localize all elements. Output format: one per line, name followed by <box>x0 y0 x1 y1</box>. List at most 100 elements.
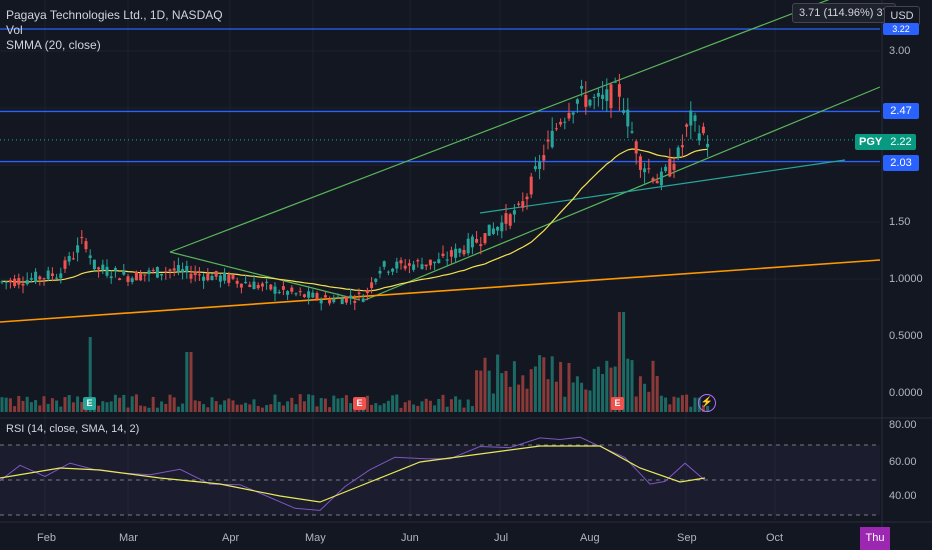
volume-bar <box>428 400 432 412</box>
level-tag-mid: 2.47 <box>883 103 919 119</box>
candle <box>17 273 21 289</box>
candle-body <box>575 99 579 104</box>
volume-bar <box>273 394 277 412</box>
candle-body <box>655 180 659 184</box>
candle <box>256 282 260 290</box>
volume-bar <box>248 404 252 412</box>
candle-body <box>357 292 361 294</box>
volume-bar <box>55 400 59 412</box>
candle-body <box>433 261 437 264</box>
earnings-marker[interactable]: E <box>83 397 96 410</box>
candle-body <box>437 259 441 264</box>
candle-body <box>533 166 537 170</box>
candle-body <box>185 265 189 272</box>
volume-bar <box>311 395 315 412</box>
volume-bar <box>38 405 42 412</box>
volume-tick: 0.5000 <box>889 330 923 342</box>
volume-bar <box>349 403 353 412</box>
candle <box>643 162 647 184</box>
candle <box>680 134 684 158</box>
volume-bar <box>668 404 672 412</box>
volume-bar <box>659 395 663 412</box>
earnings-marker[interactable]: E <box>611 397 624 410</box>
candle <box>260 281 264 292</box>
volume-bar <box>580 382 584 412</box>
candle <box>244 274 248 284</box>
volume-bar <box>630 360 634 412</box>
volume-bar <box>252 399 256 412</box>
candle <box>88 249 92 265</box>
candle-body <box>151 269 155 271</box>
volume-legend[interactable]: Vol <box>6 23 23 37</box>
volume-bar <box>210 397 214 412</box>
candle <box>563 117 567 130</box>
candle-body <box>353 300 357 303</box>
candle <box>496 226 500 236</box>
candle-body <box>97 267 101 270</box>
candle-body <box>340 298 344 305</box>
candle <box>378 266 382 279</box>
volume-bar <box>365 395 369 412</box>
candle-body <box>252 281 256 290</box>
volume-bar <box>8 398 12 412</box>
volume-bar <box>407 400 411 412</box>
volume-bar <box>386 400 390 412</box>
volume-bar <box>617 312 621 412</box>
candle <box>512 204 516 223</box>
candle <box>76 237 80 262</box>
volume-bar <box>395 394 399 412</box>
lightning-icon[interactable]: ⚡ <box>698 394 716 412</box>
candle <box>172 260 176 277</box>
candle <box>353 294 357 311</box>
candle <box>0 280 4 285</box>
volume-bar <box>424 398 428 412</box>
candle <box>239 283 243 294</box>
volume-bar <box>0 397 4 412</box>
volume-bar <box>244 402 248 412</box>
candle-body <box>88 255 92 259</box>
candle-body <box>256 284 260 289</box>
candle <box>223 268 227 284</box>
ticker-label: PGY <box>859 136 883 148</box>
volume-bar <box>462 407 466 412</box>
candle <box>277 289 281 295</box>
earnings-marker[interactable]: E <box>353 397 366 410</box>
candle <box>470 234 474 255</box>
candle <box>336 293 340 299</box>
volume-bar <box>42 396 46 412</box>
volume-bar <box>323 398 327 412</box>
horizontal-levels <box>0 28 880 163</box>
volume-bar <box>441 394 445 412</box>
candle-body <box>260 283 264 287</box>
volume-bar <box>592 368 596 412</box>
volume-bar <box>13 406 17 412</box>
candle <box>80 230 84 245</box>
symbol-legend[interactable]: Pagaya Technologies Ltd., 1D, NASDAQ <box>6 8 223 22</box>
candle <box>508 212 512 230</box>
candle <box>571 111 575 124</box>
volume-bar <box>29 402 33 412</box>
candle-body <box>445 259 449 261</box>
candle-body <box>500 222 504 232</box>
candle-body <box>420 264 424 270</box>
candle-body <box>475 239 479 243</box>
candle <box>399 257 403 270</box>
volume-bar <box>105 402 109 412</box>
rsi-legend[interactable]: RSI (14, close, SMA, 14, 2) <box>6 423 140 435</box>
volume-bar <box>685 394 689 412</box>
candle-body <box>42 278 46 280</box>
candle <box>403 259 407 271</box>
volume-bar <box>403 402 407 412</box>
candle <box>483 232 487 245</box>
candle <box>559 118 563 127</box>
volume-bar <box>155 407 159 412</box>
volume-bar <box>399 407 403 412</box>
candle <box>25 272 29 286</box>
volume-bar <box>122 394 126 412</box>
smma-legend[interactable]: SMMA (20, close) <box>6 38 101 52</box>
candle <box>235 277 239 288</box>
volume-bar <box>655 376 659 412</box>
candle <box>281 280 285 296</box>
candle <box>424 264 428 271</box>
